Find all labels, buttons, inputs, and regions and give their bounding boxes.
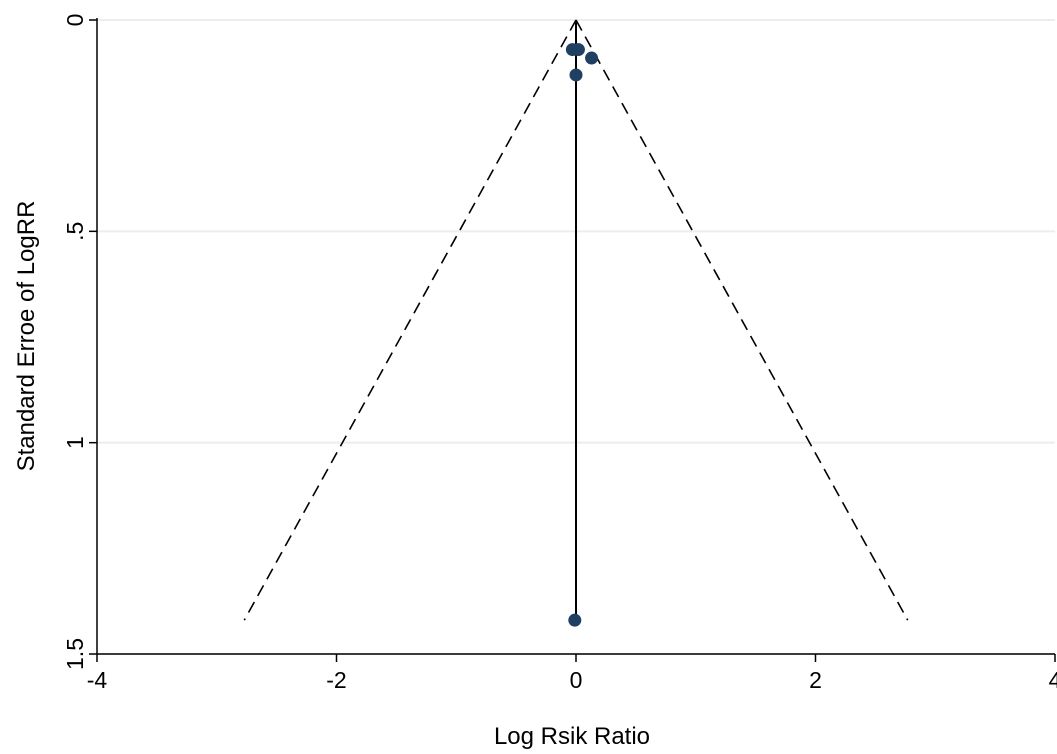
- y-tick-label: .5: [62, 222, 88, 241]
- data-point-3: [570, 68, 583, 81]
- y-tick-label: 1.5: [62, 638, 88, 670]
- data-point-4: [568, 614, 581, 627]
- x-tick-label: 4: [1049, 667, 1057, 693]
- y-tick-label: 0: [62, 14, 88, 27]
- x-tick-label: -2: [326, 667, 346, 693]
- y-axis-title: Standard Erroe of LogRR: [13, 201, 40, 472]
- funnel-lines: [244, 20, 907, 620]
- x-tick-label: 2: [809, 667, 822, 693]
- y-tick-label: 1: [62, 436, 88, 449]
- x-tick-label: -4: [87, 667, 108, 693]
- x-axis-title: Log Rsik Ratio: [494, 723, 650, 750]
- funnel-right-bound: [576, 20, 908, 620]
- x-tick-label: 0: [570, 667, 583, 693]
- data-point-1: [572, 43, 585, 56]
- data-points: [566, 43, 598, 627]
- data-point-2: [585, 52, 598, 65]
- funnel-left-bound: [244, 20, 576, 620]
- axes: 0 .5 1 1.5-4 -2 0 2 4: [62, 14, 1057, 693]
